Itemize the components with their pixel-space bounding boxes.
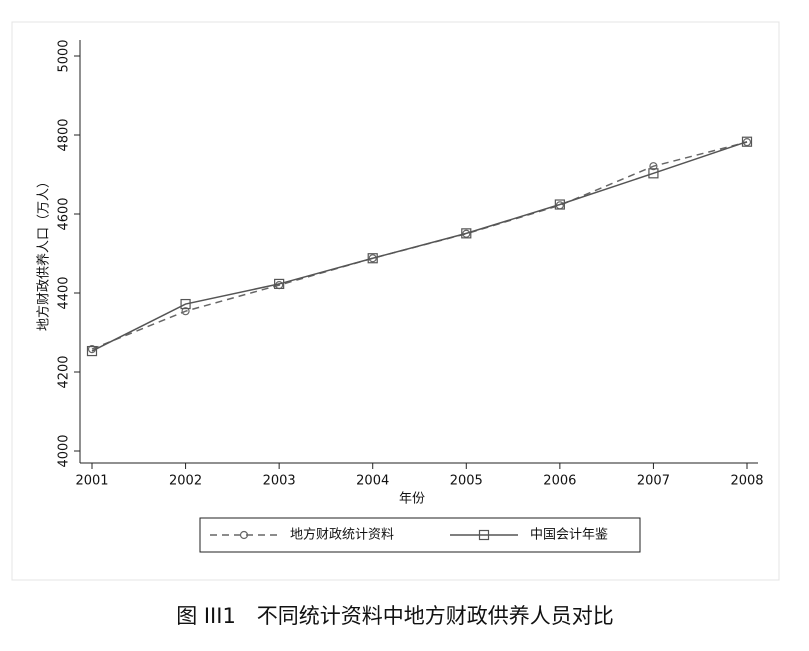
point: [239, 530, 249, 540]
legend-label: 中国会计年鉴: [530, 528, 608, 543]
y-tick-label: 4200: [57, 355, 72, 388]
x-axis-label: 年份: [399, 492, 425, 507]
point: [180, 298, 191, 310]
point: [367, 253, 378, 264]
point: [741, 136, 753, 147]
x-tick-label: 2008: [730, 474, 763, 489]
point: [649, 162, 658, 171]
point: [181, 307, 190, 316]
y-axis-label: 地方财政供养人口（万人）: [36, 175, 52, 331]
x-tick-label: 2001: [75, 474, 108, 489]
y-tick-label: 4800: [57, 118, 72, 151]
y-tick-label: 5000: [57, 39, 72, 72]
point: [648, 168, 659, 179]
y-tick-label: 4600: [57, 197, 72, 230]
x-tick-label: 2006: [543, 474, 576, 489]
x-tick-label: 2003: [263, 474, 296, 489]
x-tick-label: 2007: [637, 474, 670, 489]
point: [461, 228, 472, 239]
point: [554, 199, 565, 210]
panel: [11, 21, 780, 581]
x-tick-label: 2004: [356, 474, 389, 489]
y-tick-label: 4400: [57, 276, 72, 309]
x-tick-label: 2002: [169, 474, 202, 489]
point: [86, 345, 98, 357]
caption: 图 III1 不同统计资料中地方财政供养人员对比: [176, 604, 614, 628]
point: [478, 529, 490, 541]
legend-label: 地方财政统计资料: [290, 527, 394, 543]
point: [368, 254, 377, 263]
point: [274, 278, 285, 290]
series-line: [91, 141, 748, 352]
x-tick-label: 2005: [450, 474, 483, 489]
y-tick-label: 4000: [57, 434, 72, 467]
